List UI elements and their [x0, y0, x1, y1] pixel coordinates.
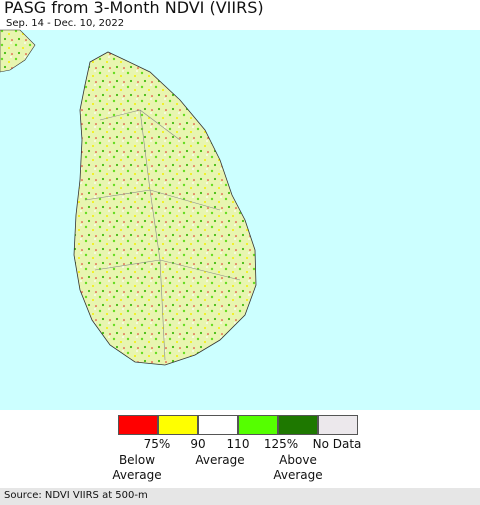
- legend-tick-label: 125%: [263, 437, 299, 451]
- legend-group-label: Above Average: [273, 453, 323, 482]
- title: PASG from 3-Month NDVI (VIIRS): [4, 0, 264, 17]
- subtitle: Sep. 14 - Dec. 10, 2022: [6, 18, 125, 29]
- footer-bar: Source: NDVI VIIRS at 500-m: [0, 488, 480, 505]
- legend-tick-label: 110: [226, 437, 250, 451]
- legend-group-label: Average: [195, 453, 245, 467]
- source: Source: NDVI VIIRS at 500-m: [4, 490, 148, 501]
- island: [73, 51, 257, 366]
- legend-box: [318, 415, 358, 435]
- legend-box: [238, 415, 278, 435]
- legend-box: [158, 415, 198, 435]
- map: [0, 29, 480, 410]
- districts: [84, 109, 241, 361]
- legend-box: [198, 415, 238, 435]
- legend-box: [118, 415, 158, 435]
- legend-tick-label: 90: [190, 437, 206, 451]
- legend-box: [278, 415, 318, 435]
- legend-tick-label: No Data: [312, 437, 362, 451]
- legend-tick-label: 75%: [143, 437, 171, 451]
- legend-group-label: Below Average: [112, 453, 162, 482]
- india-coast: [0, 29, 36, 73]
